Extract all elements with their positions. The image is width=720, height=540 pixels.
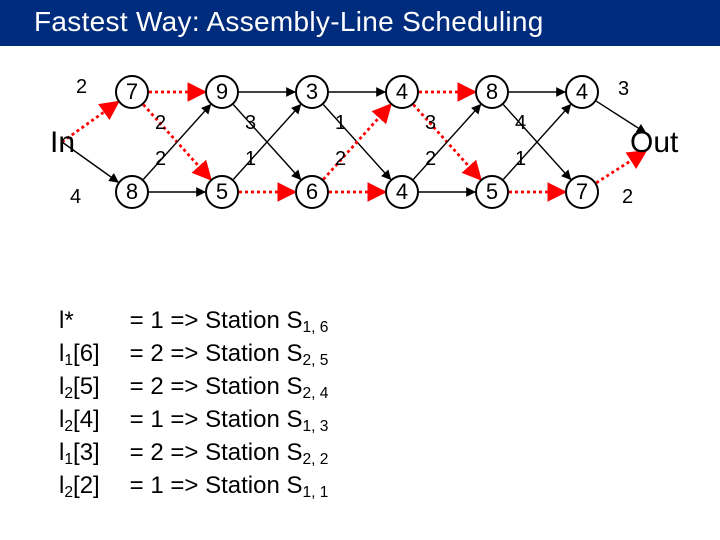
t1-cost-4: 4 xyxy=(515,112,526,135)
t1-cost-0: 2 xyxy=(155,112,166,135)
trace-row-5: l2[2] = 1 => Station S1, 1 xyxy=(59,470,328,503)
node-line2-3: 4 xyxy=(385,175,419,209)
node-line2-2: 6 xyxy=(295,175,329,209)
node-line1-5: 4 xyxy=(565,75,599,109)
trace-block: l* = 1 => Station S1, 6l1[6] = 2 => Stat… xyxy=(59,305,328,503)
t1-cost-2: 1 xyxy=(335,112,346,135)
t2-cost-0: 2 xyxy=(155,148,166,171)
diagram-svg xyxy=(0,46,720,246)
trace-row-1: l1[6] = 2 => Station S2, 5 xyxy=(59,338,328,371)
trace-row-3: l2[4] = 1 => Station S1, 3 xyxy=(59,404,328,437)
t1-cost-3: 3 xyxy=(425,112,436,135)
entry-bot-cost: 4 xyxy=(70,186,81,209)
exit-bot-cost: 2 xyxy=(622,186,633,209)
trace-row-0: l* = 1 => Station S1, 6 xyxy=(59,305,328,338)
t1-cost-1: 3 xyxy=(245,112,256,135)
trace-row-4: l1[3] = 2 => Station S2, 2 xyxy=(59,437,328,470)
title-bar: Fastest Way: Assembly-Line Scheduling xyxy=(0,0,720,46)
t2-cost-4: 1 xyxy=(515,148,526,171)
in-label: In xyxy=(50,126,75,160)
node-line2-5: 7 xyxy=(565,175,599,209)
node-line2-4: 5 xyxy=(475,175,509,209)
trace-row-2: l2[5] = 2 => Station S2, 4 xyxy=(59,371,328,404)
t2-cost-3: 2 xyxy=(425,148,436,171)
node-line1-1: 9 xyxy=(205,75,239,109)
page-title: Fastest Way: Assembly-Line Scheduling xyxy=(34,6,544,37)
node-line1-3: 4 xyxy=(385,75,419,109)
node-line2-1: 5 xyxy=(205,175,239,209)
exit-top-cost: 3 xyxy=(618,78,629,101)
out-label: Out xyxy=(630,126,678,160)
node-line2-0: 8 xyxy=(115,175,149,209)
assembly-diagram: 79348485645722311232412432InOut xyxy=(0,46,720,246)
node-line1-4: 8 xyxy=(475,75,509,109)
entry-top-cost: 2 xyxy=(76,76,87,99)
node-line1-0: 7 xyxy=(115,75,149,109)
t2-cost-2: 2 xyxy=(335,148,346,171)
t2-cost-1: 1 xyxy=(245,148,256,171)
node-line1-2: 3 xyxy=(295,75,329,109)
